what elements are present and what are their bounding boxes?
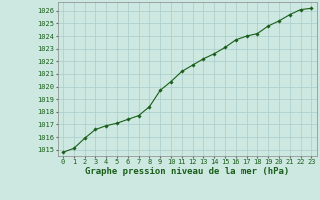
X-axis label: Graphe pression niveau de la mer (hPa): Graphe pression niveau de la mer (hPa) (85, 167, 289, 176)
